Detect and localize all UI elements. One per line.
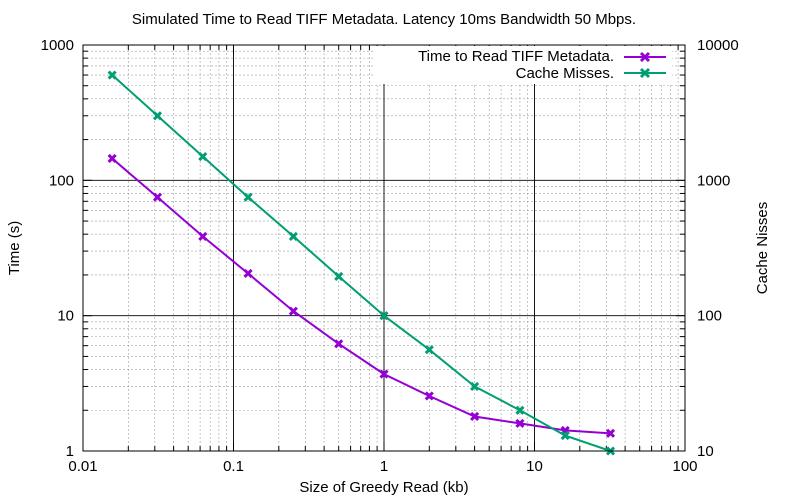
- data-point-cache-misses: [515, 405, 525, 415]
- legend-label-time: Time to Read TIFF Metadata.: [418, 48, 614, 65]
- data-point-time: [107, 153, 117, 164]
- data-point-time: [424, 391, 434, 401]
- y-tick-label: 1: [66, 443, 74, 460]
- plot-border: [82, 44, 686, 452]
- data-point-cache-misses: [107, 70, 117, 80]
- y2-tick-label: 1000: [697, 172, 730, 189]
- data-point-cache-misses: [288, 231, 298, 241]
- y-tick-label: 10: [57, 308, 74, 325]
- data-point-time: [334, 339, 344, 349]
- data-point-time: [470, 411, 480, 422]
- data-point-cache-misses: [243, 192, 253, 202]
- data-point-time: [605, 428, 616, 438]
- data-point-time: [515, 418, 525, 428]
- axis-ticks: [82, 44, 686, 452]
- y2-tick-label: 10: [697, 443, 714, 460]
- legend-label-cache: Cache Misses.: [516, 65, 614, 82]
- y-tick-label: 100: [49, 172, 74, 189]
- x-tick-label: 0.01: [68, 458, 97, 475]
- y2-tick-label: 10000: [697, 37, 739, 54]
- data-point-time: [379, 369, 389, 379]
- data-point-cache-misses: [424, 345, 434, 355]
- legend-marker-cache: [639, 67, 651, 79]
- data-point-cache-misses: [560, 431, 570, 441]
- y-axis-label: Time (s): [6, 221, 23, 275]
- data-point-cache-misses: [152, 111, 163, 121]
- series-line-cache-misses: [111, 74, 611, 452]
- data-point-time: [198, 231, 208, 241]
- data-point-cache-misses: [334, 271, 344, 281]
- x-tick-label: 0.1: [223, 458, 244, 475]
- data-point-time: [288, 306, 298, 316]
- data-point-cache-misses: [379, 311, 389, 321]
- x-tick-label: 10: [526, 458, 543, 475]
- y-tick-label: 1000: [41, 37, 74, 54]
- legend-marker-time: [639, 51, 651, 63]
- data-point-time: [243, 268, 253, 279]
- y2-axis-label: Cache Nisses: [754, 202, 771, 295]
- series-line-time: [111, 157, 611, 435]
- data-point-cache-misses: [198, 151, 208, 162]
- chart-title: Simulated Time to Read TIFF Metadata. La…: [132, 11, 636, 28]
- y2-tick-label: 100: [697, 308, 722, 325]
- series-layer: [107, 70, 616, 456]
- data-point-cache-misses: [470, 381, 480, 391]
- x-axis-label: Size of Greedy Read (kb): [299, 479, 468, 496]
- legend-background: [374, 46, 672, 84]
- data-point-time: [152, 192, 163, 202]
- x-tick-label: 1: [380, 458, 388, 475]
- legend: Time to Read TIFF Metadata. Cache Misses…: [374, 46, 672, 84]
- x-tick-label: 100: [672, 458, 697, 475]
